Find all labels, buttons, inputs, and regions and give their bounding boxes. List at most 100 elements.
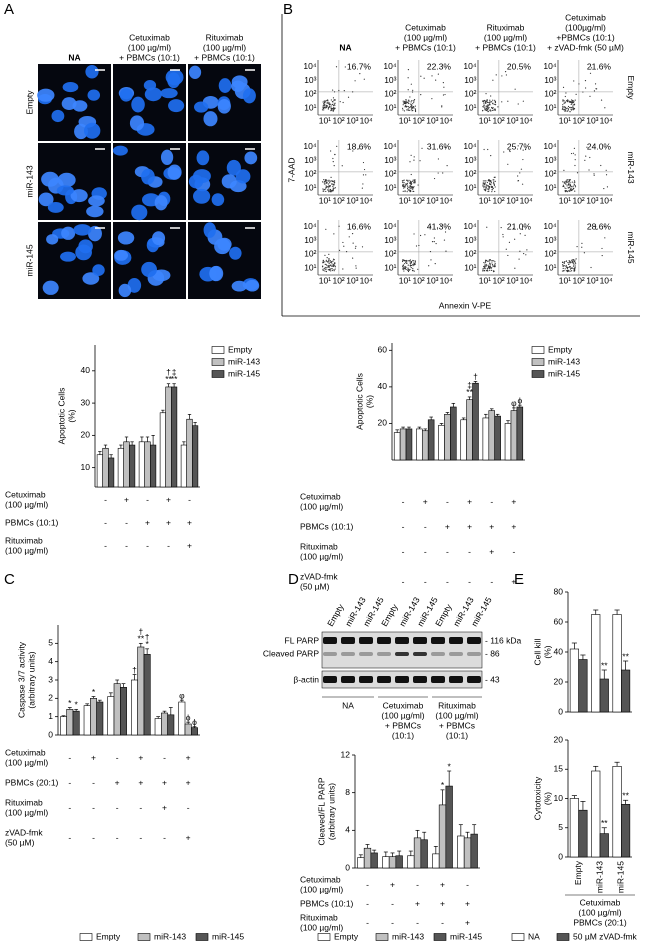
event-dot: [407, 108, 409, 110]
event-dot: [417, 184, 419, 186]
event-dot: [565, 260, 568, 262]
y-axis-title: Apoptotic Cells: [354, 373, 364, 430]
event-dot: [407, 269, 409, 271]
event-dot: [330, 108, 333, 110]
event-dot: [409, 259, 411, 262]
event-dot: [323, 109, 325, 111]
axis-tick-label: 10²: [332, 195, 344, 205]
bar: [388, 856, 397, 869]
nucleus: [112, 145, 128, 156]
event-dot: [330, 176, 332, 178]
bar: [438, 804, 447, 869]
bar: [488, 410, 496, 461]
event-dot: [402, 100, 404, 102]
event-dot: [494, 102, 497, 104]
event-dot: [595, 228, 597, 231]
event-dot: [567, 270, 570, 272]
event-dot: [326, 189, 329, 191]
axis-tick-label: 10²: [384, 169, 396, 179]
event-dot: [482, 183, 484, 185]
condition-label: Rituximab: [5, 535, 43, 545]
event-dot: [445, 250, 447, 252]
event-dot: [486, 184, 488, 186]
condition-sign: +: [186, 777, 191, 787]
bar: [129, 444, 136, 488]
bar: [457, 835, 465, 869]
bar: [159, 412, 167, 488]
event-dot: [325, 259, 327, 261]
column-header: NA: [339, 42, 351, 52]
event-dot: [421, 147, 423, 149]
band: [431, 652, 445, 656]
event-dot: [485, 263, 487, 266]
event-dot: [328, 257, 330, 260]
event-dot: [566, 267, 569, 269]
condition-sign: +: [115, 777, 120, 787]
row-label: Empty: [626, 75, 636, 100]
legend-swatch: [211, 346, 225, 354]
event-dot: [493, 181, 495, 183]
event-dot: [327, 108, 329, 110]
event-dot: [410, 267, 412, 269]
event-dot: [572, 187, 575, 190]
bar: [120, 687, 127, 736]
event-dot: [404, 183, 407, 185]
condition-sign: -: [187, 802, 190, 812]
event-dot: [325, 104, 327, 106]
axis-tick-label: 10⁴: [303, 141, 316, 151]
event-dot: [567, 190, 569, 192]
event-dot: [409, 190, 411, 192]
event-dot: [441, 106, 443, 108]
y-tick-label: 10: [554, 793, 564, 803]
event-dot: [562, 264, 564, 266]
event-dot: [355, 267, 357, 269]
event-dot: [485, 190, 487, 192]
event-dot: [482, 184, 484, 186]
axis-tick-label: 10¹: [304, 102, 316, 112]
event-dot: [409, 262, 411, 265]
condition-sign: +: [511, 496, 516, 506]
bar: [463, 837, 472, 869]
axis-tick-label: 10⁴: [440, 195, 453, 205]
event-dot: [334, 104, 336, 106]
condition-label: Cetuximab: [5, 747, 46, 757]
event-dot: [489, 265, 491, 267]
event-dot: [436, 227, 439, 229]
event-dot: [493, 109, 495, 111]
event-dot: [352, 257, 354, 259]
event-dot: [565, 264, 567, 267]
nucleus: [114, 249, 129, 261]
event-dot: [489, 99, 491, 101]
event-dot: [403, 182, 405, 184]
axis-tick-label: 10⁴: [360, 115, 373, 125]
event-dot: [562, 184, 564, 186]
event-dot: [401, 260, 404, 263]
row-label: miR-145: [24, 244, 34, 276]
bar: [96, 454, 103, 488]
event-dot: [411, 269, 414, 272]
condition-sign: -: [104, 494, 107, 504]
percentage: 16.6%: [347, 221, 372, 231]
event-dot: [412, 190, 414, 192]
event-dot: [484, 107, 486, 110]
nucleus: [92, 264, 105, 276]
event-dot: [361, 246, 364, 248]
event-dot: [331, 265, 333, 267]
axis-tick-label: 10¹: [384, 182, 396, 192]
event-dot: [327, 102, 329, 104]
event-dot: [486, 101, 489, 103]
event-dot: [501, 75, 503, 77]
event-dot: [490, 269, 493, 271]
column-header: + PBMCs (10:1): [475, 42, 536, 52]
nucleus: [131, 204, 148, 221]
bar: [144, 441, 151, 488]
nucleus: [85, 65, 99, 79]
event-dot: [584, 79, 587, 82]
y-axis-title: (%): [364, 395, 374, 408]
event-dot: [570, 106, 572, 109]
event-dot: [413, 270, 415, 272]
percentage: 25.7%: [507, 141, 532, 151]
column-header: Cetuximab: [405, 22, 446, 32]
event-dot: [566, 185, 568, 187]
x-tick-label: miR-145: [616, 861, 626, 893]
